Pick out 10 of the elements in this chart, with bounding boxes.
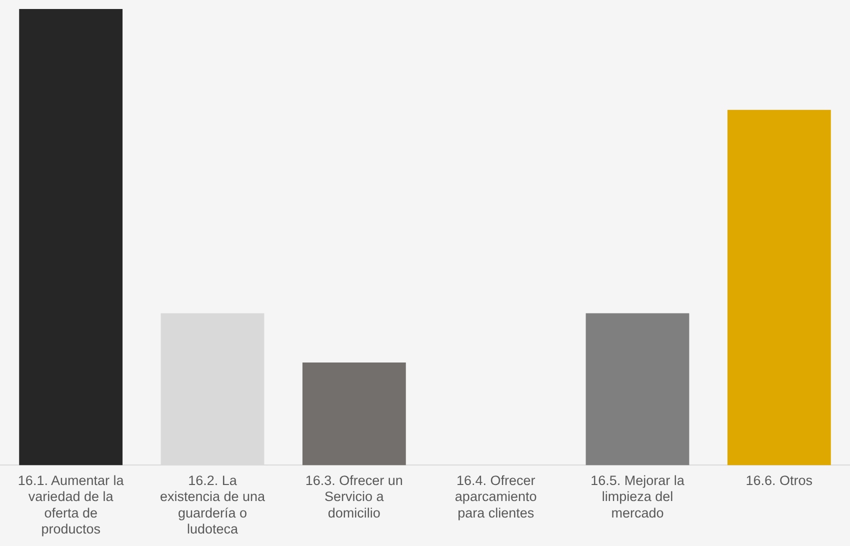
x-tick-label: 16.1. Aumentar la variedad de la oferta de productos (18, 473, 124, 537)
x-tick-label: 16.2. La existencia de una guardería o ludoteca (160, 473, 266, 537)
bar (586, 313, 690, 466)
bar (19, 9, 123, 466)
x-tick-label: 16.6. Otros (746, 473, 813, 488)
x-tick-label: 16.4. Ofrecer aparcamiento para clientes (454, 473, 537, 520)
x-tick-label: 16.3. Ofrecer un Servicio a domicilio (305, 473, 403, 520)
bar (302, 362, 406, 466)
bar (727, 110, 831, 466)
x-tick-label: 16.5. Mejorar la limpieza del mercado (590, 473, 685, 520)
